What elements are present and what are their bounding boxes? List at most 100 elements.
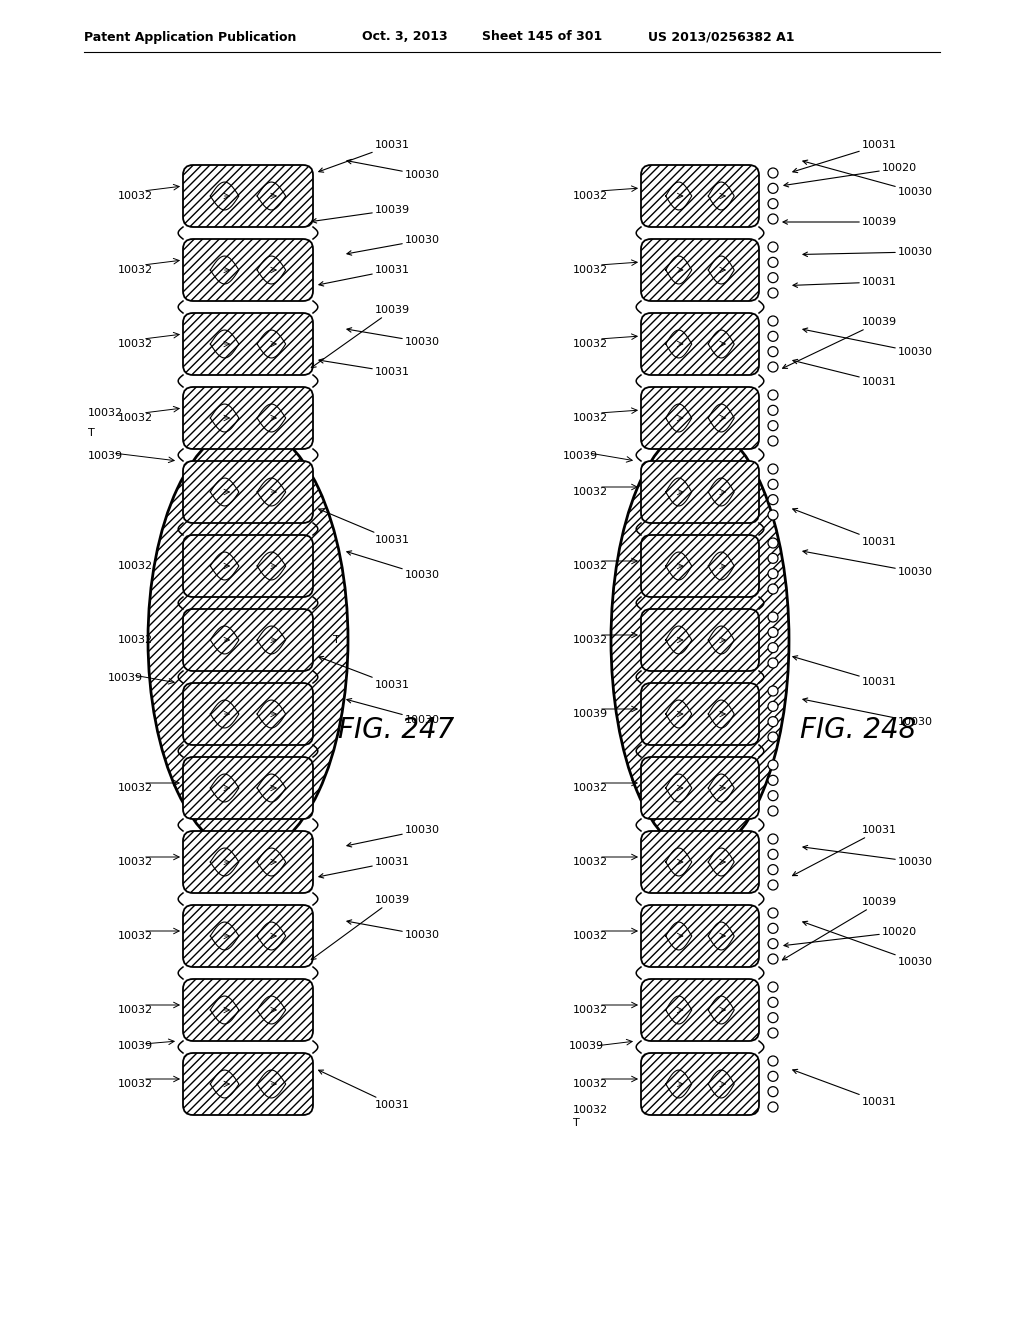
Text: 10032: 10032 [118, 265, 154, 275]
Circle shape [768, 331, 778, 342]
Text: 10032: 10032 [573, 931, 608, 941]
FancyBboxPatch shape [183, 461, 313, 523]
Text: 10039: 10039 [783, 216, 897, 227]
Circle shape [768, 583, 778, 594]
Circle shape [768, 643, 778, 652]
Text: 10031: 10031 [793, 277, 897, 288]
Circle shape [768, 1102, 778, 1111]
FancyBboxPatch shape [641, 239, 759, 301]
Circle shape [768, 183, 778, 193]
Circle shape [768, 923, 778, 933]
Text: 10032: 10032 [573, 1105, 608, 1115]
Text: 10032: 10032 [118, 783, 154, 793]
FancyBboxPatch shape [183, 239, 313, 301]
FancyBboxPatch shape [183, 832, 313, 894]
FancyBboxPatch shape [183, 165, 313, 227]
Circle shape [768, 760, 778, 770]
Text: 10030: 10030 [347, 825, 440, 847]
Circle shape [768, 436, 778, 446]
FancyBboxPatch shape [183, 609, 313, 671]
Circle shape [768, 908, 778, 917]
FancyBboxPatch shape [183, 756, 313, 818]
FancyBboxPatch shape [641, 387, 759, 449]
Text: Oct. 3, 2013: Oct. 3, 2013 [362, 30, 447, 44]
Circle shape [768, 257, 778, 268]
Text: 10032: 10032 [118, 413, 154, 422]
Circle shape [768, 657, 778, 668]
Text: 10031: 10031 [793, 359, 897, 387]
Text: 10020: 10020 [784, 927, 918, 948]
Text: 10039: 10039 [569, 1041, 604, 1051]
Circle shape [768, 389, 778, 400]
Circle shape [768, 791, 778, 801]
Text: 10030: 10030 [803, 247, 933, 257]
Text: 10039: 10039 [88, 451, 123, 461]
Text: 10030: 10030 [347, 327, 440, 347]
Text: 10030: 10030 [347, 235, 440, 255]
Text: 10039: 10039 [108, 673, 143, 682]
Text: 10031: 10031 [318, 140, 410, 172]
FancyBboxPatch shape [641, 165, 759, 227]
FancyBboxPatch shape [641, 1053, 759, 1115]
Text: 10031: 10031 [318, 508, 410, 545]
Text: 10020: 10020 [784, 162, 918, 187]
Circle shape [768, 539, 778, 548]
FancyBboxPatch shape [641, 461, 759, 523]
Text: 10031: 10031 [318, 656, 410, 690]
FancyBboxPatch shape [641, 535, 759, 597]
Circle shape [768, 939, 778, 949]
Circle shape [768, 775, 778, 785]
Circle shape [768, 1086, 778, 1097]
Text: US 2013/0256382 A1: US 2013/0256382 A1 [648, 30, 795, 44]
Circle shape [768, 362, 778, 372]
Text: 10030: 10030 [803, 160, 933, 197]
Circle shape [768, 199, 778, 209]
FancyBboxPatch shape [641, 682, 759, 744]
Text: 10031: 10031 [318, 1071, 410, 1110]
Text: 10030: 10030 [803, 327, 933, 356]
Circle shape [768, 834, 778, 843]
FancyBboxPatch shape [183, 906, 313, 968]
Text: 10032: 10032 [118, 857, 154, 867]
Text: 10030: 10030 [803, 845, 933, 867]
Circle shape [768, 1028, 778, 1038]
Text: 10032: 10032 [88, 408, 123, 418]
Text: Sheet 145 of 301: Sheet 145 of 301 [482, 30, 602, 44]
Text: 10030: 10030 [347, 698, 440, 725]
Ellipse shape [148, 426, 348, 854]
Circle shape [768, 479, 778, 490]
Circle shape [768, 880, 778, 890]
Circle shape [768, 733, 778, 742]
Circle shape [768, 288, 778, 298]
Circle shape [768, 347, 778, 356]
Text: 10032: 10032 [118, 1078, 154, 1089]
Circle shape [768, 807, 778, 816]
Text: 10031: 10031 [793, 656, 897, 686]
Text: 10031: 10031 [793, 508, 897, 546]
Text: 10039: 10039 [312, 205, 411, 223]
FancyBboxPatch shape [183, 682, 313, 744]
Text: T: T [333, 635, 340, 645]
Circle shape [768, 686, 778, 696]
FancyBboxPatch shape [183, 979, 313, 1041]
Text: 10031: 10031 [318, 265, 410, 286]
FancyBboxPatch shape [641, 609, 759, 671]
Circle shape [768, 982, 778, 993]
FancyBboxPatch shape [641, 756, 759, 818]
Text: 10039: 10039 [782, 317, 897, 368]
Circle shape [768, 465, 778, 474]
Circle shape [768, 612, 778, 622]
Text: 10030: 10030 [803, 921, 933, 968]
FancyBboxPatch shape [183, 387, 313, 449]
Text: 10032: 10032 [118, 635, 154, 645]
Text: 10039: 10039 [311, 305, 411, 368]
Circle shape [768, 214, 778, 224]
Circle shape [768, 1072, 778, 1081]
Circle shape [768, 553, 778, 564]
Text: 10031: 10031 [318, 857, 410, 878]
Circle shape [768, 273, 778, 282]
FancyBboxPatch shape [183, 1053, 313, 1115]
Text: 10032: 10032 [573, 265, 608, 275]
Text: 10030: 10030 [347, 550, 440, 579]
Text: FIG. 248: FIG. 248 [800, 715, 916, 744]
